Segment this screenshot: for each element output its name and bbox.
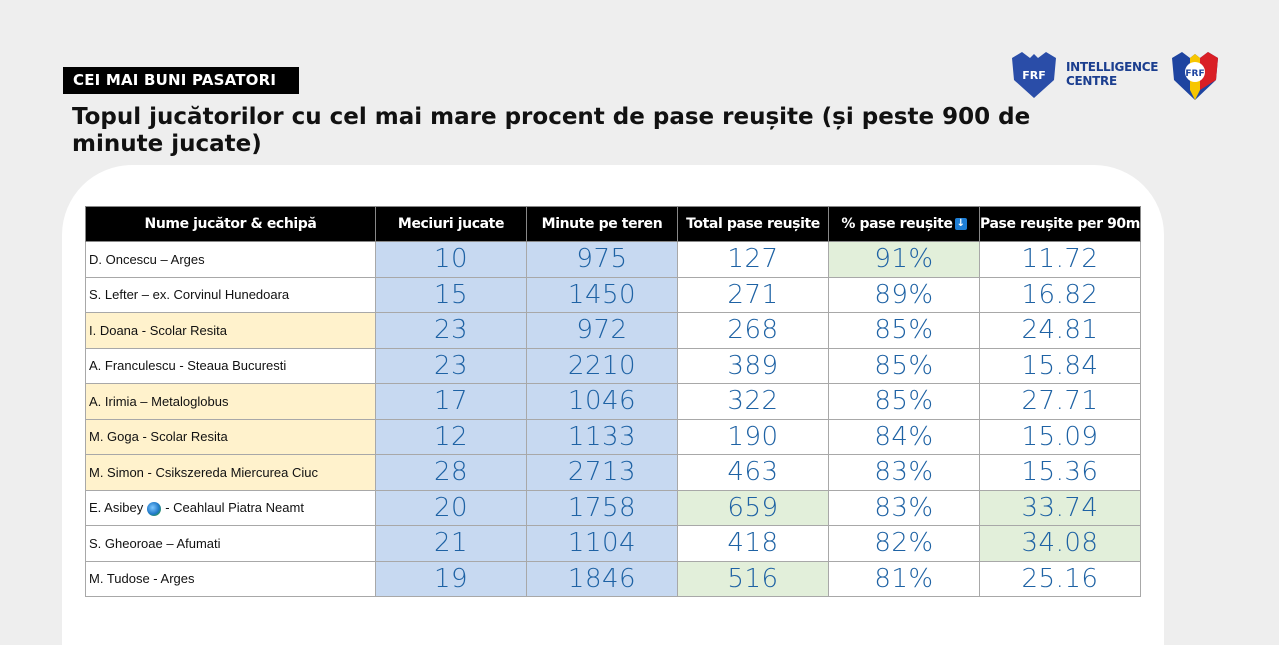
passes-cell: 268 (677, 312, 829, 349)
svg-text:FRF: FRF (1185, 69, 1204, 79)
header-minutes: Minute pe teren (526, 206, 678, 242)
header-matches: Meciuri jucate (375, 206, 527, 242)
table-row: A. Irimia – Metaloglobus 17 1046 322 85%… (85, 383, 1141, 420)
passes-cell: 322 (677, 383, 829, 420)
table-row: A. Franculescu - Steaua Bucuresti 23 221… (85, 347, 1141, 384)
passes-cell: 127 (677, 241, 829, 278)
matches-cell: 19 (375, 560, 527, 597)
logo-text-line2: CENTRE (1066, 74, 1117, 88)
minutes-cell: 1758 (526, 489, 678, 526)
passes-cell: 659 (677, 489, 829, 526)
player-name: M. Tudose - Arges (85, 560, 376, 597)
logo-text-line1: INTELLIGENCE (1066, 60, 1159, 74)
header-per90: Pase reușite per 90m (979, 206, 1141, 242)
per90-cell: 11.72 (979, 241, 1141, 278)
player-name: S. Gheoroae – Afumati (85, 525, 376, 562)
per90-cell: 27.71 (979, 383, 1141, 420)
matches-cell: 17 (375, 383, 527, 420)
pct-cell: 85% (828, 383, 980, 420)
page-title: Topul jucătorilor cu cel mai mare procen… (72, 104, 1031, 157)
frf-badge-left-icon: FRF (1012, 52, 1056, 98)
matches-cell: 23 (375, 312, 527, 349)
table-row: M. Tudose - Arges 19 1846 516 81% 25.16 (85, 560, 1141, 597)
per90-cell: 15.84 (979, 347, 1141, 384)
player-name: S. Lefter – ex. Corvinul Hunedoara (85, 276, 376, 313)
pct-cell: 82% (828, 525, 980, 562)
table-header-row: Nume jucător & echipă Meciuri jucate Min… (85, 206, 1141, 242)
frf-badge-right-icon: FRF (1172, 52, 1218, 100)
matches-cell: 15 (375, 276, 527, 313)
table-row: I. Doana - Scolar Resita 23 972 268 85% … (85, 312, 1141, 349)
pct-cell: 84% (828, 418, 980, 455)
pct-cell: 89% (828, 276, 980, 313)
player-name: M. Goga - Scolar Resita (85, 418, 376, 455)
player-name: D. Oncescu – Arges (85, 241, 376, 278)
svg-text:FRF: FRF (1022, 69, 1046, 82)
passes-cell: 190 (677, 418, 829, 455)
matches-cell: 10 (375, 241, 527, 278)
per90-cell: 25.16 (979, 560, 1141, 597)
pct-cell: 83% (828, 489, 980, 526)
matches-cell: 20 (375, 489, 527, 526)
minutes-cell: 1133 (526, 418, 678, 455)
header-passes: Total pase reușite (677, 206, 829, 242)
minutes-cell: 972 (526, 312, 678, 349)
matches-cell: 21 (375, 525, 527, 562)
pct-cell: 83% (828, 454, 980, 491)
pct-cell: 91% (828, 241, 980, 278)
header-pct: % pase reușite ↓ (828, 206, 980, 242)
pct-cell: 81% (828, 560, 980, 597)
minutes-cell: 1450 (526, 276, 678, 313)
table-row: E. Asibey - Ceahlaul Piatra Neamt 20 1758… (85, 489, 1141, 526)
passes-cell: 271 (677, 276, 829, 313)
logo-area: FRF INTELLIGENCE CENTRE FRF (1008, 50, 1228, 102)
player-name: M. Simon - Csikszereda Miercurea Ciuc (85, 454, 376, 491)
player-name: E. Asibey - Ceahlaul Piatra Neamt (85, 489, 376, 526)
player-name: I. Doana - Scolar Resita (85, 312, 376, 349)
passes-cell: 516 (677, 560, 829, 597)
pct-cell: 85% (828, 347, 980, 384)
matches-cell: 28 (375, 454, 527, 491)
player-name: A. Irimia – Metaloglobus (85, 383, 376, 420)
player-name-a: E. Asibey (89, 499, 144, 515)
globe-icon (147, 501, 162, 516)
minutes-cell: 1046 (526, 383, 678, 420)
per90-cell: 15.36 (979, 454, 1141, 491)
minutes-cell: 1104 (526, 525, 678, 562)
section-tag: CEI MAI BUNI PASATORI (63, 67, 299, 94)
per90-cell: 33.74 (979, 489, 1141, 526)
matches-cell: 12 (375, 418, 527, 455)
passes-cell: 463 (677, 454, 829, 491)
minutes-cell: 2713 (526, 454, 678, 491)
sort-down-arrow-icon: ↓ (954, 218, 967, 230)
passes-cell: 389 (677, 347, 829, 384)
table-row: S. Gheoroae – Afumati 21 1104 418 82% 34… (85, 525, 1141, 562)
per90-cell: 34.08 (979, 525, 1141, 562)
per90-cell: 24.81 (979, 312, 1141, 349)
matches-cell: 23 (375, 347, 527, 384)
minutes-cell: 2210 (526, 347, 678, 384)
per90-cell: 16.82 (979, 276, 1141, 313)
header-name: Nume jucător & echipă (85, 206, 376, 242)
player-name-b: - Ceahlaul Piatra Neamt (165, 499, 304, 515)
minutes-cell: 975 (526, 241, 678, 278)
per90-cell: 15.09 (979, 418, 1141, 455)
table-row: M. Goga - Scolar Resita 12 1133 190 84% … (85, 418, 1141, 455)
passes-cell: 418 (677, 525, 829, 562)
table-row: S. Lefter – ex. Corvinul Hunedoara 15 14… (85, 276, 1141, 313)
table-row: D. Oncescu – Arges 10 975 127 91% 11.72 (85, 241, 1141, 278)
pct-cell: 85% (828, 312, 980, 349)
passing-table: Nume jucător & echipă Meciuri jucate Min… (85, 206, 1141, 597)
table-row: M. Simon - Csikszereda Miercurea Ciuc 28… (85, 454, 1141, 491)
player-name: A. Franculescu - Steaua Bucuresti (85, 347, 376, 384)
header-pct-label: % pase reușite (841, 216, 953, 232)
logo-text: INTELLIGENCE CENTRE (1066, 60, 1158, 88)
minutes-cell: 1846 (526, 560, 678, 597)
